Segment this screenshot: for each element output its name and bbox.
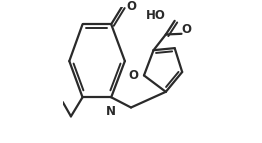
Text: O: O <box>126 0 136 13</box>
Text: O: O <box>128 69 139 82</box>
Text: O: O <box>182 23 192 36</box>
Text: HO: HO <box>146 9 166 21</box>
Text: N: N <box>106 105 116 118</box>
